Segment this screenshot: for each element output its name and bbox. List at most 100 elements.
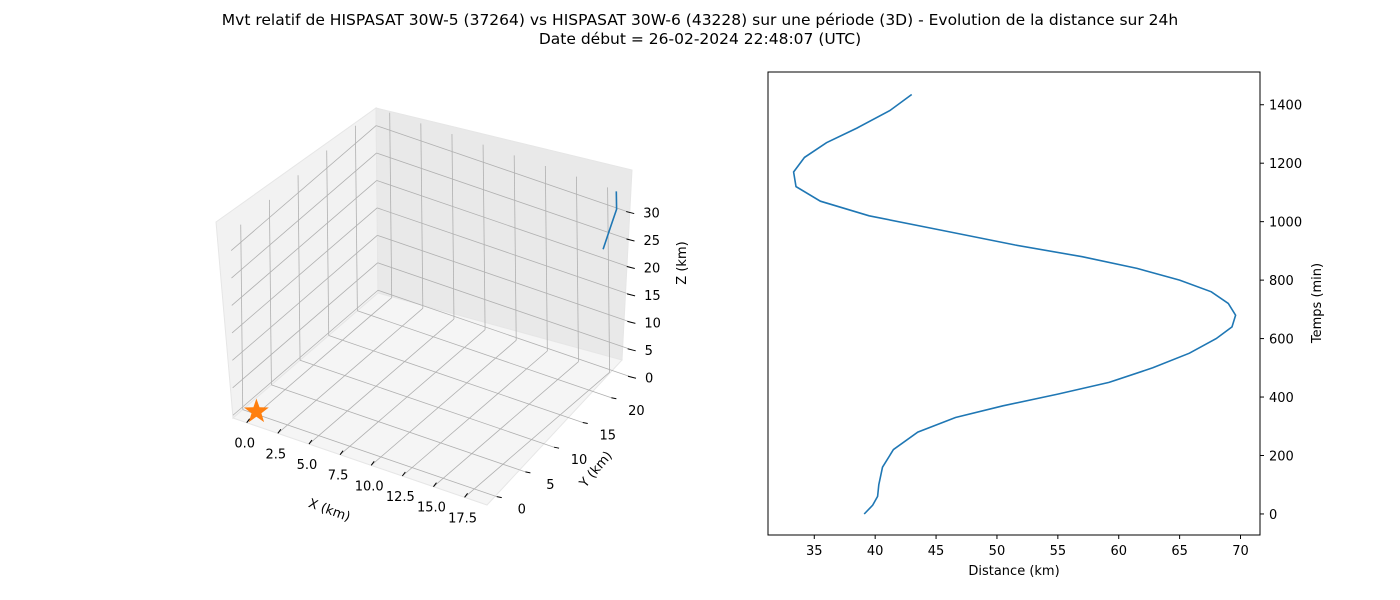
grid-line-z-left [231,207,378,334]
z-axis-label-3d: Z (km) [675,241,690,284]
x-tick-label-3d: 5.0 [297,458,318,473]
x-tick-label-2d: 35 [806,544,823,559]
x-tick-3d [277,429,282,434]
x-tick-label-2d: 60 [1110,544,1127,559]
grid-line-x-floor [277,308,424,434]
grid-line-y-left [268,199,272,385]
grid-line-z-left [230,125,377,251]
x-tick-label-2d: 55 [1050,544,1067,559]
grid-line-x-back [451,134,455,320]
y-tick-label-2d: 0 [1269,508,1277,523]
distance-series-line [792,93,1237,515]
x-tick-label-2d: 65 [1171,544,1188,559]
y-tick-label-3d: 0 [518,503,526,518]
x-tick-label-3d: 0.0 [234,437,255,452]
y-tick-label-3d: 20 [628,404,645,419]
x-tick-3d [433,482,437,487]
z-tick-label-3d: 10 [644,316,661,331]
grid-line-z-back [377,289,633,378]
x-tick-label-3d: 2.5 [265,447,286,462]
grid-line-z-back [376,125,631,213]
x-tick-3d [401,471,406,477]
plot-2d: 35 40 45 50 55 60 65 70 0 200 400 600 800 1000 1200 14… [767,71,1325,579]
figure-title-line2: Date début = 26-02-2024 22:48:07 (UTC) [539,30,861,48]
z-tick-label-3d: 25 [643,234,660,249]
z-tick-3d [627,375,637,379]
y-axis-label-2d: Temps (min) [1310,263,1325,344]
figure-title-line1: Mvt relatif de HISPASAT 30W-5 (37264) vs… [222,11,1178,29]
x-tick-3d [308,439,313,445]
x-axis-ticks-2d: 35 40 45 50 55 60 65 70 [806,535,1249,559]
x-tick-3d [464,493,468,498]
grid-line-z-left [232,289,379,416]
x-axis-label-3d: X (km) [306,496,352,525]
z-tick-label-3d: 30 [643,207,660,222]
x-tick-label-2d: 70 [1232,544,1249,559]
y-tick-3d [553,446,560,449]
y-tick-3d [611,397,617,400]
grid-line-x-floor [339,329,486,455]
grid-line-z-back [376,207,632,296]
z-tick-3d [626,238,635,242]
x-tick-label-3d: 17.5 [448,511,477,526]
grid-line-x-back [576,176,579,362]
grid-line-x-floor [308,318,455,445]
grid-line-y-left [297,175,301,361]
y-tick-label-2d: 1400 [1269,99,1302,114]
x-tick-label-2d: 50 [989,544,1006,559]
y-tick-3d [496,496,502,499]
y-tick-label-2d: 1000 [1269,216,1302,231]
grid-line-z-back [377,262,632,351]
grid-line-y-floor [299,359,555,448]
y-tick-label-3d: 10 [571,453,588,468]
grid-line-x-back [482,144,486,330]
y-tick-3d [582,421,588,424]
x-tick-label-2d: 40 [867,544,884,559]
grid-line-y-left [354,125,358,311]
grid-3d [230,112,633,498]
y-axis-ticks-2d: 0 200 400 600 800 1000 1200 1400 [1260,99,1302,523]
grid-line-x-back [513,155,517,341]
plot-2d-frame [767,71,1261,536]
grid-line-z-left [232,262,378,389]
y-tick-label-2d: 600 [1269,333,1294,348]
grid-line-x-floor [464,372,610,498]
x-tick-3d [246,418,251,423]
grid-line-z-left [231,152,377,279]
grid-line-x-floor [433,361,579,487]
grid-line-x-back [389,112,393,298]
grid-line-z-back [376,152,631,241]
star-marker [244,398,269,423]
origin-star-marker [244,398,269,423]
x-axis-label-2d: Distance (km) [968,564,1059,579]
x-tick-label-3d: 15.0 [417,501,446,516]
y-tick-label-2d: 1200 [1269,157,1302,172]
grid-line-y-floor [271,384,526,473]
grid-line-y-floor [242,409,497,497]
grid-line-x-back [420,123,424,309]
axes-3d: 0.0 2.5 5.0 7.5 10.012.515.017.5 0 5 10 15 20 0 5 10… [234,207,661,527]
trajectory-3d [602,191,618,250]
z-tick-3d [627,320,636,324]
z-tick-3d [626,265,635,269]
y-tick-label-3d: 5 [546,478,554,493]
grid-line-y-left [326,150,330,336]
x-tick-label-3d: 7.5 [328,469,349,484]
z-tick-3d [626,211,635,215]
grid-line-x-floor [370,340,517,466]
z-tick-label-3d: 20 [644,261,661,276]
z-tick-label-3d: 0 [645,371,653,386]
grid-line-y-floor [357,310,612,399]
grid-line-z-back [377,234,632,323]
x-tick-3d [370,461,375,466]
y-tick-label-2d: 200 [1269,449,1294,464]
grid-line-x-floor [402,350,548,477]
z-tick-label-3d: 5 [645,344,653,359]
z-tick-3d [626,293,636,297]
z-tick-3d [627,348,636,352]
grid-line-y-left [240,224,244,410]
y-tick-label-2d: 400 [1269,391,1294,406]
grid-line-z-back [376,180,631,268]
y-tick-label-3d: 15 [599,428,616,443]
